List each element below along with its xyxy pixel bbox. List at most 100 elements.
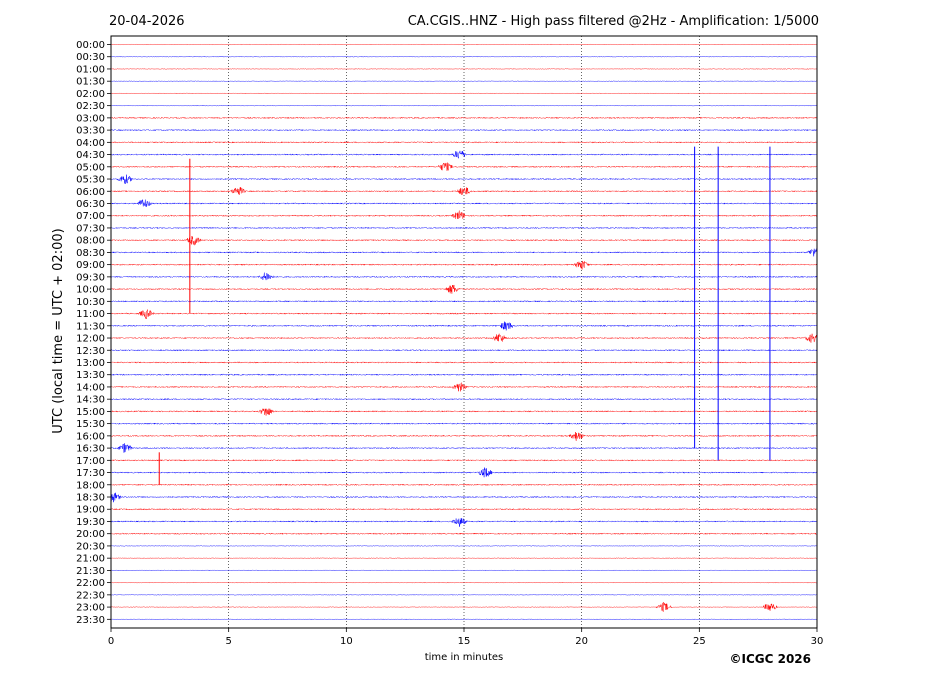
y-tick-label: 12:30: [76, 346, 105, 357]
y-tick-label: 15:30: [76, 419, 105, 430]
y-tick-label: 01:30: [76, 77, 105, 88]
trace-11:30: [110, 321, 818, 331]
y-tick-label: 07:00: [76, 211, 105, 222]
trace-13:00: [110, 361, 818, 364]
y-tick-label: 23:00: [76, 603, 105, 614]
y-tick-label: 18:00: [76, 480, 105, 491]
y-tick-label: 10:30: [76, 297, 105, 308]
trace-22:00: [110, 581, 818, 584]
y-tick-label: 16:30: [76, 444, 105, 455]
y-tick-label: 09:30: [76, 272, 105, 283]
y-tick-label: 21:00: [76, 554, 105, 565]
trace-19:30: [110, 518, 818, 527]
trace-17:00: [110, 458, 818, 462]
y-tick-label: 03:00: [76, 113, 105, 124]
trace-12:30: [110, 348, 818, 352]
y-tick-label: 04:30: [76, 150, 105, 161]
y-tick-label: 05:00: [76, 162, 105, 173]
trace-16:30: [110, 443, 817, 453]
y-tick-label: 12:00: [76, 334, 105, 345]
y-tick-label: 14:30: [76, 395, 105, 406]
trace-20:00: [110, 532, 818, 536]
trace-03:00: [110, 116, 818, 120]
y-tick-label: 20:00: [76, 529, 105, 540]
trace-00:00: [110, 43, 817, 46]
trace-09:30: [110, 272, 818, 281]
y-tick-label: 09:00: [76, 260, 105, 271]
x-tick-label: 0: [108, 636, 114, 647]
trace-12:00: [110, 333, 818, 343]
x-tick-label: 30: [811, 636, 824, 647]
trace-08:30: [110, 247, 818, 257]
y-tick-label: 01:00: [76, 64, 105, 75]
trace-05:30: [110, 174, 818, 185]
trace-17:30: [110, 467, 818, 478]
y-tick-label: 02:00: [76, 89, 105, 100]
y-tick-label: 18:30: [76, 493, 105, 504]
trace-18:00: [110, 483, 817, 487]
y-tick-label: 07:30: [76, 223, 105, 234]
trace-18:30: [110, 492, 818, 503]
trace-07:30: [110, 226, 818, 230]
y-tick-label: 02:30: [76, 101, 105, 112]
trace-21:00: [110, 557, 818, 559]
y-tick-label: 15:00: [76, 407, 105, 418]
y-tick-label: 11:30: [76, 321, 105, 332]
y-tick-label: 17:00: [76, 456, 105, 467]
chart-date: 20-04-2026: [109, 14, 185, 29]
y-tick-label: 06:00: [76, 187, 105, 198]
trace-04:00: [110, 140, 818, 144]
x-tick-label: 5: [225, 636, 231, 647]
y-tick-label: 00:00: [76, 40, 105, 51]
seismogram-spikes: [158, 146, 771, 485]
vertical-gridlines: [228, 36, 700, 628]
trace-07:00: [110, 210, 817, 219]
trace-14:30: [110, 397, 818, 401]
trace-01:00: [111, 68, 818, 70]
y-tick-label: 10:00: [76, 285, 105, 296]
trace-21:30: [110, 569, 818, 572]
y-tick-label: 13:30: [76, 370, 105, 381]
trace-19:00: [110, 507, 818, 511]
y-tick-label: 13:00: [76, 358, 105, 369]
x-tick-label: 25: [693, 636, 706, 647]
y-tick-label: 00:30: [76, 52, 105, 63]
trace-02:00: [110, 92, 818, 95]
x-tick-label: 10: [340, 636, 353, 647]
y-tick-label: 14:00: [76, 382, 105, 393]
trace-20:30: [110, 545, 817, 547]
trace-03:30: [110, 128, 818, 132]
trace-23:00: [110, 602, 818, 613]
y-tick-label: 22:00: [76, 578, 105, 589]
trace-15:00: [110, 408, 817, 416]
chart-title: CA.CGIS..HNZ - High pass filtered @2Hz -…: [408, 14, 819, 29]
trace-01:30: [110, 80, 818, 82]
trace-09:00: [110, 260, 818, 270]
y-tick-label: 21:30: [76, 566, 105, 577]
trace-10:30: [110, 299, 818, 303]
y-tick-label: 22:30: [76, 590, 105, 601]
copyright-label: ©ICGC 2026: [729, 652, 811, 666]
seismogram-traces: [110, 43, 818, 621]
trace-13:30: [110, 373, 818, 377]
y-tick-label: 11:00: [76, 309, 105, 320]
y-tick-label: 20:30: [76, 541, 105, 552]
y-tick-label: 19:00: [76, 505, 105, 516]
plot-frame: [110, 35, 818, 629]
x-tick-label: 15: [458, 636, 471, 647]
trace-06:00: [110, 187, 818, 196]
y-tick-label: 03:30: [76, 126, 105, 137]
trace-10:00: [110, 284, 818, 294]
y-tick-label: 16:00: [76, 431, 105, 442]
trace-06:30: [110, 199, 818, 207]
trace-22:30: [110, 594, 817, 596]
trace-15:30: [110, 422, 818, 426]
trace-14:00: [110, 382, 818, 392]
x-axis: 0 5 10 15 20 25 30: [108, 628, 824, 647]
trace-08:00: [110, 236, 818, 246]
x-axis-label: time in minutes: [425, 652, 504, 663]
trace-02:30: [110, 104, 818, 107]
x-tick-label: 20: [575, 636, 588, 647]
